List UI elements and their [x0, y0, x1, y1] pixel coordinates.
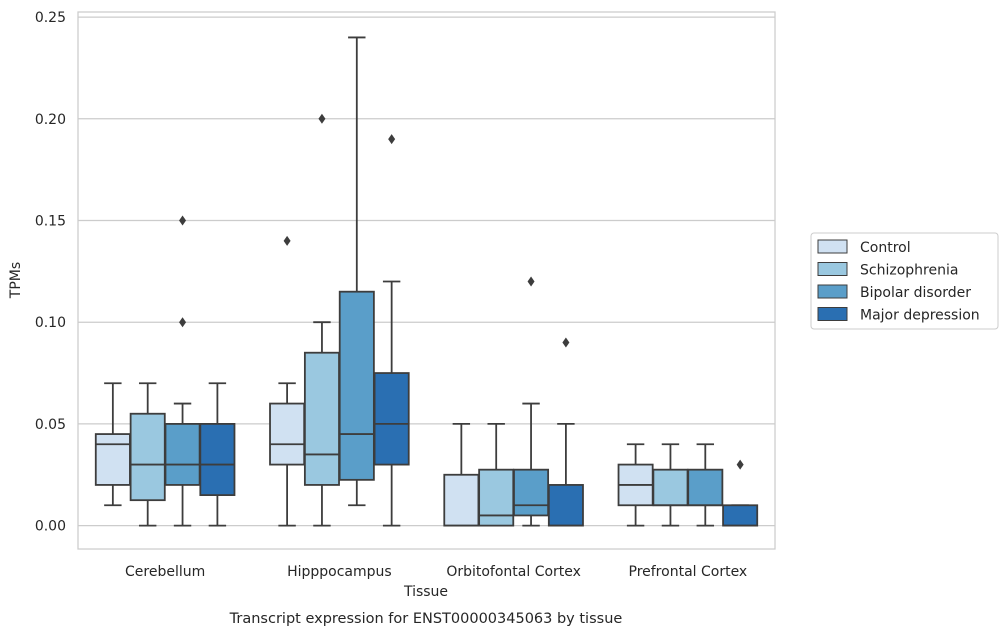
outlier-point	[283, 235, 291, 246]
legend-swatch	[817, 262, 848, 276]
iqr-box	[269, 402, 306, 466]
outlier-point	[527, 276, 535, 287]
iqr-box	[513, 468, 550, 517]
outlier-point	[562, 337, 570, 348]
legend-label: Major depression	[860, 308, 980, 324]
outlier-point	[388, 134, 396, 145]
legend-frame	[810, 232, 999, 330]
outlier-point	[179, 215, 187, 226]
x-axis-label: Tissue	[403, 584, 448, 600]
y-tick-label: 0.20	[35, 112, 66, 128]
outlier-point	[736, 459, 744, 470]
legend: Control Schizophrenia Bipolar disorder Majo…	[810, 232, 999, 330]
legend-label: Bipolar disorder	[860, 285, 971, 301]
iqr-box	[303, 351, 340, 486]
legend-label: Control	[860, 240, 911, 256]
box-schizophrenia-2	[478, 423, 515, 527]
legend-swatch	[817, 239, 848, 254]
y-tick-label: 0.15	[35, 213, 66, 229]
iqr-box	[443, 473, 480, 527]
figure-caption: Transcript expression for ENST0000034506…	[229, 611, 623, 627]
legend-swatch	[817, 284, 848, 299]
iqr-box	[373, 372, 410, 466]
box-major-depression-0	[199, 382, 236, 527]
box-control-2	[443, 423, 480, 527]
iqr-box	[687, 468, 724, 507]
iqr-box	[478, 468, 515, 527]
iqr-box	[129, 412, 166, 502]
box-control-1	[269, 235, 306, 527]
iqr-box	[722, 504, 759, 527]
iqr-box	[94, 433, 131, 486]
x-tick-label: Hipppocampus	[287, 564, 392, 580]
x-tick-label: Cerebellum	[125, 564, 205, 580]
x-tick-labels: Cerebellum Hipppocampus Orbitofontal Corte…	[125, 564, 747, 580]
box-schizophrenia-1	[303, 113, 340, 527]
iqr-box	[164, 423, 201, 486]
legend-item-control: Control	[817, 239, 911, 256]
y-tick-label: 0.00	[35, 519, 66, 535]
legend-item-bipolar-disorder: Bipolar disorder	[817, 284, 971, 301]
iqr-box	[652, 468, 689, 507]
box-control-0	[94, 382, 131, 507]
plot-area-frame	[77, 11, 776, 550]
outlier-point	[318, 113, 326, 124]
legend-item-schizophrenia: Schizophrenia	[817, 262, 958, 279]
legend-label: Schizophrenia	[860, 263, 958, 279]
box-bipolar-disorder-3	[687, 443, 724, 527]
y-tick-label: 0.10	[35, 315, 66, 331]
x-tick-label: Prefrontal Cortex	[629, 564, 748, 580]
box-control-3	[617, 443, 654, 527]
y-tick-labels: 0.00 0.05 0.10 0.15 0.20 0.25	[35, 10, 66, 535]
y-tick-label: 0.05	[35, 417, 66, 433]
box-bipolar-disorder-2	[513, 276, 550, 527]
box-schizophrenia-3	[652, 443, 689, 527]
y-axis-label: TPMs	[8, 262, 24, 299]
box-major-depression-2	[547, 337, 584, 527]
box-groups	[94, 36, 759, 527]
box-bipolar-disorder-0	[164, 215, 201, 527]
legend-swatch	[817, 307, 848, 321]
box-major-depression-1	[373, 134, 410, 527]
y-tick-label: 0.25	[35, 10, 66, 26]
iqr-box	[547, 484, 584, 527]
box-bipolar-disorder-1	[338, 36, 375, 507]
outlier-point	[179, 317, 187, 328]
box-schizophrenia-0	[129, 382, 166, 527]
x-tick-label: Orbitofontal Cortex	[446, 564, 581, 580]
box-major-depression-3	[722, 459, 759, 527]
legend-item-major-depression: Major depression	[817, 307, 980, 324]
iqr-box	[199, 423, 236, 496]
iqr-box	[338, 290, 375, 481]
